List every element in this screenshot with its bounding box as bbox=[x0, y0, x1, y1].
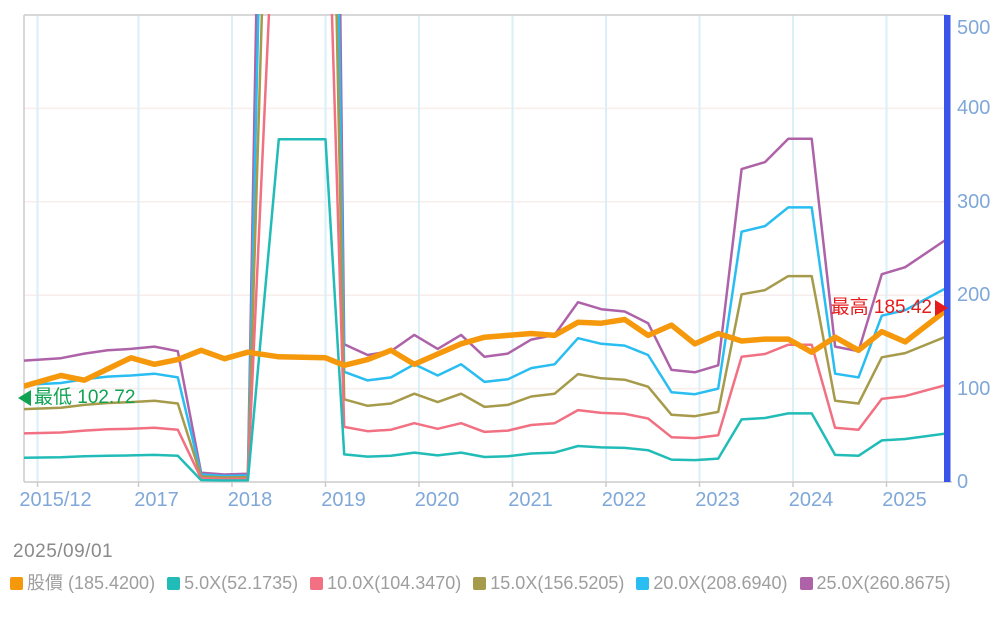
legend-label-15.0X: 15.0X(156.5205) bbox=[490, 573, 625, 593]
x-tick-label: 2018 bbox=[227, 489, 273, 511]
legend-swatch-25.0X bbox=[799, 577, 813, 590]
max-price-annotation: 最高 185.42 bbox=[831, 297, 948, 319]
date-label: 2025/09/01 bbox=[13, 541, 114, 562]
legend: 股價 (185.4200) 5.0X(52.1735) 10.0X(104.3470… bbox=[10, 573, 994, 603]
legend-swatch-15.0X bbox=[473, 577, 487, 590]
legend-swatch-price bbox=[10, 577, 23, 590]
legend-item-25.0X[interactable]: 25.0X(260.8675) bbox=[799, 573, 951, 594]
legend-label-10.0X: 10.0X(104.3470) bbox=[327, 573, 462, 593]
legend-item-10.0X[interactable]: 10.0X(104.3470) bbox=[310, 573, 461, 594]
x-tick-label: 2021 bbox=[508, 489, 553, 511]
x-tick-label: 2022 bbox=[601, 489, 647, 511]
x-tick-label: 2020 bbox=[414, 489, 460, 511]
y-tick-label: 100 bbox=[957, 377, 991, 400]
legend-swatch-20.0X bbox=[636, 577, 650, 590]
x-tick-label: 2019 bbox=[321, 489, 366, 511]
y-tick-label: 400 bbox=[957, 97, 991, 120]
legend-label-20.0X: 20.0X(208.6940) bbox=[653, 573, 788, 593]
chart-canvas bbox=[23, 14, 952, 487]
min-price-arrow-icon bbox=[18, 390, 31, 407]
y-tick-label: 200 bbox=[957, 284, 991, 307]
x-tick-label: 2025 bbox=[882, 489, 927, 511]
legend-label-price: 股價 (185.4200) bbox=[27, 573, 156, 593]
legend-item-5.0X[interactable]: 5.0X(52.1735) bbox=[167, 573, 298, 594]
legend-label-25.0X: 25.0X(260.8675) bbox=[816, 573, 951, 593]
min-price-label: 最低 102.72 bbox=[34, 387, 136, 409]
y-tick-label: 0 bbox=[957, 471, 969, 493]
legend-label-5.0X: 5.0X(52.1735) bbox=[184, 573, 299, 593]
legend-swatch-5.0X bbox=[167, 577, 181, 590]
chart-plot-area: 0 100 200 300 400 500 2015/12 2017 2018 2019 2020… bbox=[18, 14, 991, 511]
x-tick-label: 2015/12 bbox=[19, 489, 92, 511]
min-price-annotation: 最低 102.72 bbox=[18, 387, 135, 409]
x-tick-label: 2017 bbox=[134, 489, 179, 511]
legend-item-20.0X[interactable]: 20.0X(208.6940) bbox=[636, 573, 788, 594]
x-tick-label: 2023 bbox=[695, 489, 740, 511]
max-price-arrow-icon bbox=[935, 300, 948, 317]
max-price-label: 最高 185.42 bbox=[830, 297, 932, 319]
legend-item-price[interactable]: 股價 (185.4200) bbox=[10, 573, 155, 594]
x-tick-label: 2024 bbox=[788, 489, 834, 511]
y-tick-label: 500 bbox=[957, 17, 991, 39]
legend-swatch-10.0X bbox=[310, 577, 324, 590]
y-tick-label: 300 bbox=[957, 190, 991, 213]
legend-item-15.0X[interactable]: 15.0X(156.5205) bbox=[473, 573, 624, 594]
